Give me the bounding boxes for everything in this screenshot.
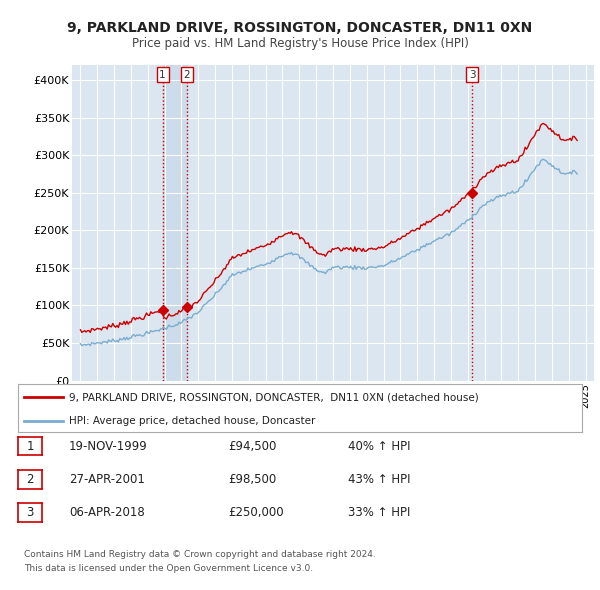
- Text: 19-NOV-1999: 19-NOV-1999: [69, 440, 148, 453]
- Text: £94,500: £94,500: [228, 440, 277, 453]
- Text: 1: 1: [26, 440, 34, 453]
- Text: 2: 2: [26, 473, 34, 486]
- Text: 43% ↑ HPI: 43% ↑ HPI: [348, 473, 410, 486]
- Text: Price paid vs. HM Land Registry's House Price Index (HPI): Price paid vs. HM Land Registry's House …: [131, 37, 469, 50]
- Text: 9, PARKLAND DRIVE, ROSSINGTON, DONCASTER, DN11 0XN: 9, PARKLAND DRIVE, ROSSINGTON, DONCASTER…: [67, 21, 533, 35]
- Text: 33% ↑ HPI: 33% ↑ HPI: [348, 506, 410, 519]
- Text: 9, PARKLAND DRIVE, ROSSINGTON, DONCASTER,  DN11 0XN (detached house): 9, PARKLAND DRIVE, ROSSINGTON, DONCASTER…: [69, 392, 479, 402]
- Text: 27-APR-2001: 27-APR-2001: [69, 473, 145, 486]
- Text: 40% ↑ HPI: 40% ↑ HPI: [348, 440, 410, 453]
- Text: 3: 3: [469, 70, 475, 80]
- Text: 1: 1: [159, 70, 166, 80]
- Text: £250,000: £250,000: [228, 506, 284, 519]
- Text: £98,500: £98,500: [228, 473, 276, 486]
- Text: Contains HM Land Registry data © Crown copyright and database right 2024.: Contains HM Land Registry data © Crown c…: [24, 550, 376, 559]
- Text: HPI: Average price, detached house, Doncaster: HPI: Average price, detached house, Donc…: [69, 416, 315, 426]
- Text: 2: 2: [184, 70, 190, 80]
- Text: 3: 3: [26, 506, 34, 519]
- Text: This data is licensed under the Open Government Licence v3.0.: This data is licensed under the Open Gov…: [24, 565, 313, 573]
- Text: 06-APR-2018: 06-APR-2018: [69, 506, 145, 519]
- Bar: [163, 65, 187, 381]
